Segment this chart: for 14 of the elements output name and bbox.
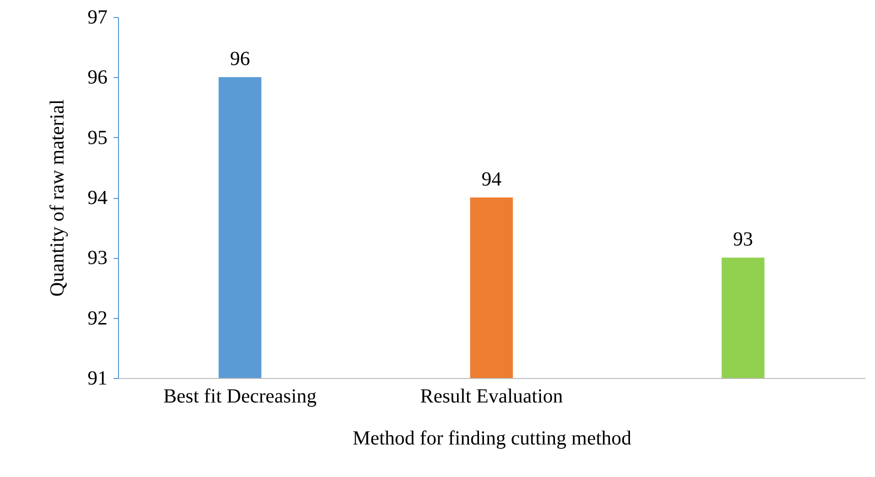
y-tick-label: 94 bbox=[88, 187, 108, 209]
y-tick-label: 97 bbox=[88, 6, 108, 28]
data-label: 96 bbox=[230, 48, 250, 70]
y-tick-label: 92 bbox=[88, 307, 108, 330]
y-tick-label: 91 bbox=[88, 368, 108, 390]
x-axis-title: Method for finding cutting method bbox=[352, 428, 632, 450]
data-label: 94 bbox=[482, 168, 502, 190]
y-tick-label: 93 bbox=[88, 247, 108, 270]
y-tick-label: 95 bbox=[88, 126, 108, 149]
y-axis-title: Quantity of raw material bbox=[46, 98, 68, 297]
x-tick-label: Best fit Decreasing bbox=[163, 386, 317, 408]
data-label: 93 bbox=[733, 228, 754, 251]
x-tick-label: Result Evaluation bbox=[420, 386, 563, 408]
y-tick-label: 96 bbox=[88, 66, 108, 89]
